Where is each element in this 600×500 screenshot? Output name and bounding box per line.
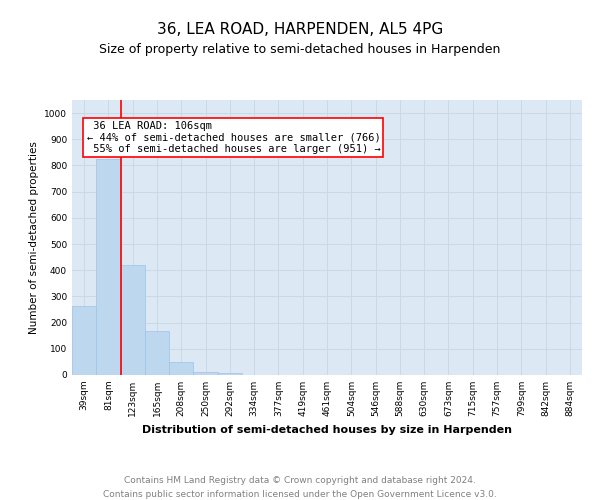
Text: 36, LEA ROAD, HARPENDEN, AL5 4PG: 36, LEA ROAD, HARPENDEN, AL5 4PG (157, 22, 443, 38)
Text: Contains public sector information licensed under the Open Government Licence v3: Contains public sector information licen… (103, 490, 497, 499)
Bar (193, 372, 218, 375)
Bar (145, 331, 169, 375)
Y-axis label: Number of semi-detached properties: Number of semi-detached properties (29, 141, 38, 334)
X-axis label: Distribution of semi-detached houses by size in Harpenden: Distribution of semi-detached houses by … (142, 424, 512, 434)
Bar (72, 306, 96, 375)
Bar (121, 265, 145, 375)
Bar (169, 362, 193, 375)
Text: Contains HM Land Registry data © Crown copyright and database right 2024.: Contains HM Land Registry data © Crown c… (124, 476, 476, 485)
Text: Size of property relative to semi-detached houses in Harpenden: Size of property relative to semi-detach… (100, 42, 500, 56)
Text: 36 LEA ROAD: 106sqm
← 44% of semi-detached houses are smaller (766)
 55% of semi: 36 LEA ROAD: 106sqm ← 44% of semi-detach… (86, 121, 380, 154)
Bar (96, 159, 121, 375)
Bar (218, 373, 242, 375)
